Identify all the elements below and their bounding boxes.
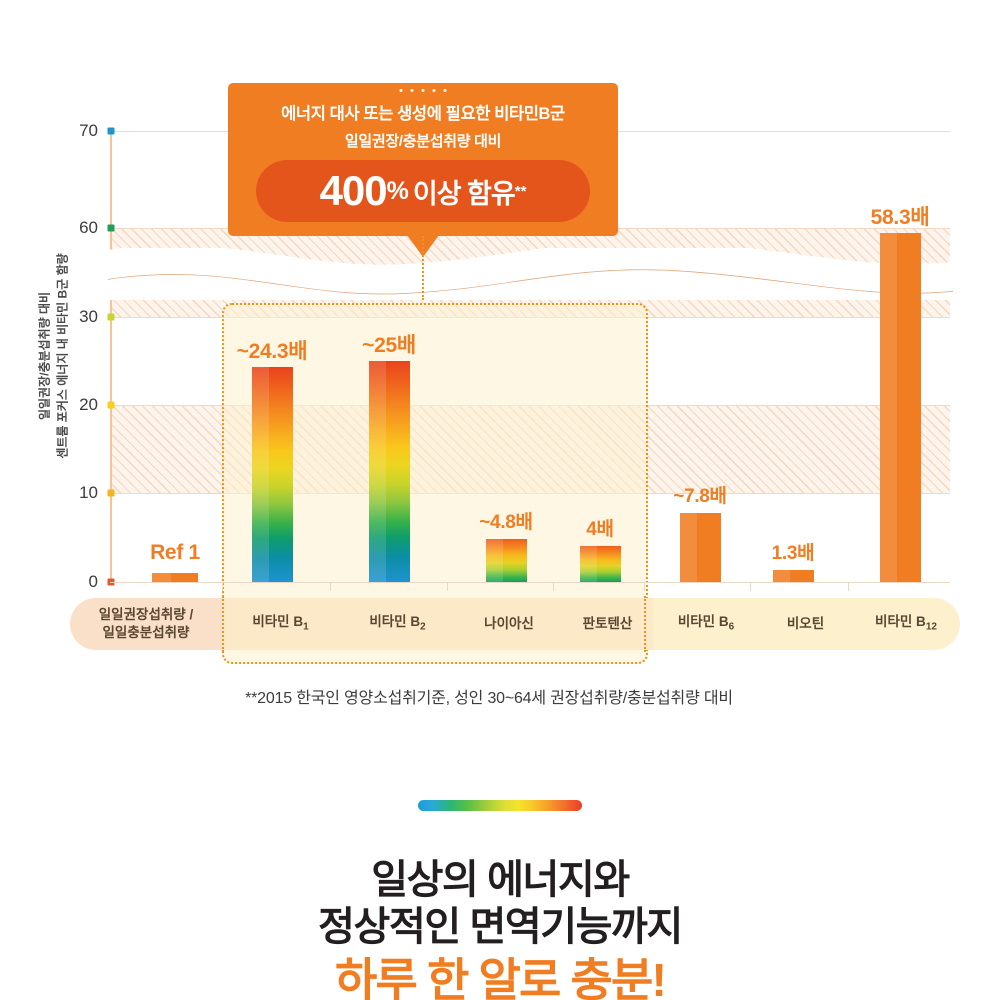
y-axis-tick-dot (107, 313, 115, 321)
bar-highlight (879, 233, 897, 582)
category-label-0: 일일권장섭취량 / 일일충분섭취량 (70, 598, 222, 650)
category-label-6: 비오틴 (759, 598, 852, 650)
bar-value-label-7: 58.3배 (870, 206, 930, 230)
category-label-3: 나이아신 (456, 598, 562, 650)
bar-value-label-6: 1.3배 (771, 543, 815, 565)
callout-percent-sign: % (386, 176, 409, 205)
y-axis-tick-dot (107, 489, 115, 497)
bottom-headline-line2: 정상적인 면역기능까지 (318, 905, 683, 950)
y-axis-tick-dot (107, 224, 115, 232)
y-axis-title-group: 일일권장/충분섭취량 대비 센트룸 포커스 에너지 내 비타민 B군 함량 (30, 130, 86, 582)
bar-1 (251, 367, 293, 582)
y-axis-title-line1: 일일권장/충분섭취량 대비 (37, 291, 52, 421)
category-text: 비타민 B1 (252, 614, 309, 634)
bar-value-label-5: ~7.8배 (673, 485, 727, 507)
category-label-1: 비타민 B1 (222, 598, 339, 650)
category-text: 비타민 B2 (369, 614, 426, 634)
bar-value-label-3: ~4.8배 (479, 512, 533, 534)
x-axis-tick (553, 582, 554, 591)
y-axis-title-line2: 센트룸 포커스 에너지 내 비타민 B군 함량 (55, 253, 70, 459)
category-text: 나이아신 (484, 615, 534, 631)
bottom-headline-accent: 하루 한 알로 충분! (334, 955, 667, 1000)
category-label-2: 비타민 B2 (339, 598, 456, 650)
category-text: 일일권장섭취량 / (98, 606, 194, 622)
bar-highlight (679, 512, 697, 582)
y-axis-tick-label: 30 (79, 307, 98, 326)
category-subscript: 6 (728, 622, 735, 634)
category-subscript: 12 (925, 622, 937, 634)
callout-big-number: 400 (319, 167, 388, 214)
bar-3 (485, 539, 527, 582)
bar-highlight (152, 573, 172, 582)
x-axis-tick (222, 582, 223, 591)
bar-highlight (579, 546, 597, 582)
category-text: 비타민 B12 (875, 614, 937, 634)
x-axis-tick (750, 582, 751, 591)
bar-highlight (251, 367, 269, 582)
y-axis-tick-label: 10 (79, 483, 98, 502)
y-axis-tick-label: 0 (88, 572, 98, 591)
bar-highlight (368, 361, 386, 582)
bar-highlight (485, 539, 503, 582)
y-axis-tick-label: 70 (79, 121, 98, 140)
y-axis-tick-dot (107, 401, 115, 409)
category-text: 비오틴 (786, 615, 825, 631)
bar-value-label-0: Ref 1 (150, 541, 200, 565)
category-subscript: 1 (303, 622, 309, 634)
callout-line1: 에너지 대사 또는 생성에 필요한 비타민B군 (281, 105, 565, 123)
x-axis-tick (848, 582, 849, 591)
bar-highlight (772, 570, 790, 582)
x-axis-tick (330, 582, 331, 591)
category-label-bar: 일일권장섭취량 / 일일충분섭취량 비타민 B1 비타민 B2 나이아신 판토텐산 비타민 … (70, 598, 960, 650)
x-axis-tick (644, 582, 645, 591)
category-text: 판토텐산 (582, 615, 633, 631)
y-axis-tick-label: 20 (79, 395, 98, 414)
y-axis-tick-label: 60 (79, 218, 98, 237)
category-text: 비타민 B6 (677, 614, 735, 634)
bar-value-label-2: ~25배 (362, 334, 416, 357)
bar-4 (579, 546, 621, 582)
vitamin-b-bar-chart: 일일권장/충분섭취량 대비 센트룸 포커스 에너지 내 비타민 B군 함량 0 1… (0, 83, 1000, 708)
category-divider-left (222, 596, 224, 652)
bar-2 (368, 361, 410, 582)
y-axis-tick-dot (107, 127, 115, 135)
category-divider-right (644, 596, 646, 652)
bar-6 (772, 570, 814, 582)
bar-5 (679, 512, 721, 582)
callout-box: 에너지 대사 또는 생성에 필요한 비타민B군 일일권장/충분섭취량 대비 40… (228, 83, 618, 257)
bar-7 (879, 233, 921, 582)
x-axis-baseline (110, 582, 950, 583)
callout-dot-row (399, 89, 447, 92)
category-label-5: 비타민 B6 (653, 598, 759, 650)
x-axis-tick (447, 582, 448, 591)
callout-line2: 일일권장/충분섭취량 대비 (344, 133, 502, 150)
category-label-4: 판토텐산 (562, 598, 653, 650)
callout-dotted-connector (422, 236, 424, 300)
footnote-text: **2015 한국인 영양소섭취기준, 성인 30~64세 권장섭취량/충분섭취… (245, 690, 733, 707)
callout-rest-text: 이상 함유 (412, 178, 516, 209)
category-text-2: 일일충분섭취량 (102, 625, 190, 640)
y-axis-line (110, 130, 112, 582)
footnote: **2015 한국인 영양소섭취기준, 성인 30~64세 권장섭취량/충분섭취… (0, 684, 1000, 708)
bar-value-label-4: 4배 (586, 519, 614, 541)
bottom-headline-line1: 일상의 에너지와 (371, 858, 630, 902)
rainbow-divider-icon (418, 800, 582, 811)
callout-pill: 400% 이상 함유 ** (256, 160, 590, 222)
callout-asterisk: ** (514, 182, 527, 200)
bar-value-label-1: ~24.3배 (236, 340, 308, 364)
bar-0 (152, 573, 198, 582)
category-label-7: 비타민 B12 (852, 598, 960, 650)
category-subscript: 2 (420, 622, 426, 634)
bottom-headline: 일상의 에너지와 정상적인 면역기능까지 (0, 857, 1000, 951)
